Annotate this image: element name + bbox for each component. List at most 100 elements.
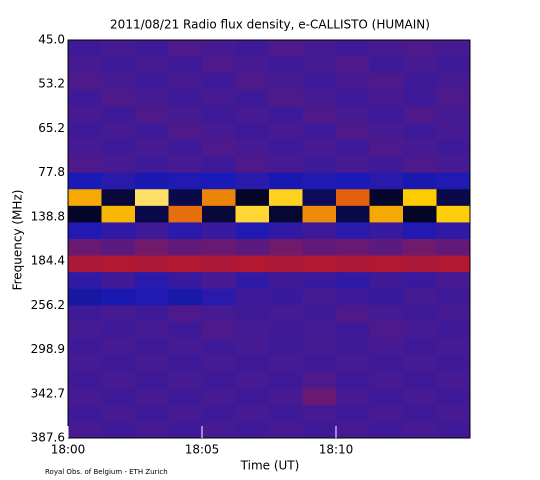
heatmap-cell (403, 321, 437, 339)
heatmap-cell (436, 338, 471, 356)
heatmap-cell (235, 89, 270, 107)
heatmap-cell (436, 172, 471, 190)
heatmap-cell (436, 139, 471, 157)
heatmap-cell (436, 404, 471, 422)
heatmap-cell (302, 139, 337, 157)
heatmap-cell (202, 40, 236, 58)
heatmap-cell (336, 421, 370, 439)
y-tick-label: 138.8 (31, 209, 65, 223)
heatmap-cell (436, 122, 471, 140)
heatmap-cell (369, 239, 404, 257)
heatmap-cell (436, 321, 471, 339)
heatmap-cell (336, 388, 370, 406)
heatmap-cell (369, 338, 404, 356)
heatmap-cell (436, 239, 471, 257)
heatmap-cell (168, 388, 203, 406)
heatmap-cell (235, 189, 270, 207)
heatmap-cell (235, 321, 270, 339)
heatmap-cell (302, 421, 337, 439)
heatmap-cell (202, 272, 236, 290)
y-tick-label: 342.7 (31, 386, 65, 400)
heatmap-cell (436, 89, 471, 107)
heatmap-cell (302, 205, 337, 223)
heatmap-cell (403, 40, 437, 58)
heatmap-cell (68, 89, 102, 107)
heatmap-cell (168, 272, 203, 290)
heatmap-cell (101, 255, 136, 273)
heatmap-cell (336, 56, 370, 74)
heatmap-cell (135, 371, 169, 389)
heatmap-cell (101, 106, 136, 124)
heatmap-cell (135, 239, 169, 257)
heatmap-cell (202, 355, 236, 373)
heatmap-cell (302, 189, 337, 207)
heatmap-cell (235, 106, 270, 124)
heatmap-cell (202, 222, 236, 240)
heatmap-cell (202, 388, 236, 406)
heatmap-cell (202, 338, 236, 356)
heatmap-cell (403, 172, 437, 190)
heatmap-cell (68, 272, 102, 290)
heatmap-cell (302, 404, 337, 422)
heatmap-cell (68, 239, 102, 257)
heatmap-cell (68, 288, 102, 306)
heatmap-cell (101, 189, 136, 207)
heatmap-cell (235, 156, 270, 174)
heatmap-cell (436, 40, 471, 58)
heatmap-cell (135, 272, 169, 290)
heatmap-cell (403, 222, 437, 240)
heatmap-cell (436, 73, 471, 91)
heatmap-cell (135, 73, 169, 91)
heatmap-cell (101, 421, 136, 439)
heatmap-cell (168, 239, 203, 257)
heatmap-cell (202, 305, 236, 323)
heatmap-cell (336, 73, 370, 91)
heatmap-cell (436, 222, 471, 240)
x-axis-label: Time (UT) (240, 459, 300, 473)
heatmap-cell (235, 122, 270, 140)
heatmap-cell (403, 404, 437, 422)
heatmap-cell (436, 305, 471, 323)
heatmap-cell (235, 255, 270, 273)
heatmap-cell (202, 139, 236, 157)
heatmap-cell (68, 106, 102, 124)
x-tick-label: 18:05 (185, 443, 220, 457)
heatmap-cell (403, 421, 437, 439)
heatmap-cell (168, 355, 203, 373)
heatmap-cell (101, 338, 136, 356)
heatmap-cell (168, 139, 203, 157)
heatmap-cell (369, 222, 404, 240)
heatmap-cell (403, 255, 437, 273)
heatmap-cell (168, 40, 203, 58)
heatmap-cell (269, 371, 303, 389)
heatmap-cell (436, 421, 471, 439)
heatmap-cell (269, 239, 303, 257)
heatmap-cell (68, 40, 102, 58)
heatmap-cell (168, 89, 203, 107)
heatmap-cell (269, 321, 303, 339)
heatmap-cell (403, 205, 437, 223)
heatmap-cell (168, 421, 203, 439)
heatmap-cell (403, 338, 437, 356)
x-tick-label: 18:10 (319, 443, 354, 457)
heatmap-cell (135, 421, 169, 439)
heatmap-cell (168, 122, 203, 140)
heatmap-cell (369, 40, 404, 58)
heatmap-cell (135, 56, 169, 74)
heatmap-cell (168, 321, 203, 339)
heatmap-cell (403, 388, 437, 406)
heatmap-cell (269, 255, 303, 273)
heatmap-cell (202, 172, 236, 190)
heatmap-cell (68, 321, 102, 339)
heatmap-cell (403, 56, 437, 74)
y-tick-label: 387.6 (31, 431, 65, 445)
heatmap-cell (302, 388, 337, 406)
heatmap-cell (336, 205, 370, 223)
heatmap-cell (369, 305, 404, 323)
heatmap-cell (68, 355, 102, 373)
heatmap-cell (302, 56, 337, 74)
heatmap-cell (302, 355, 337, 373)
heatmap-cell (436, 156, 471, 174)
heatmap-cell (269, 156, 303, 174)
heatmap-cell (135, 338, 169, 356)
